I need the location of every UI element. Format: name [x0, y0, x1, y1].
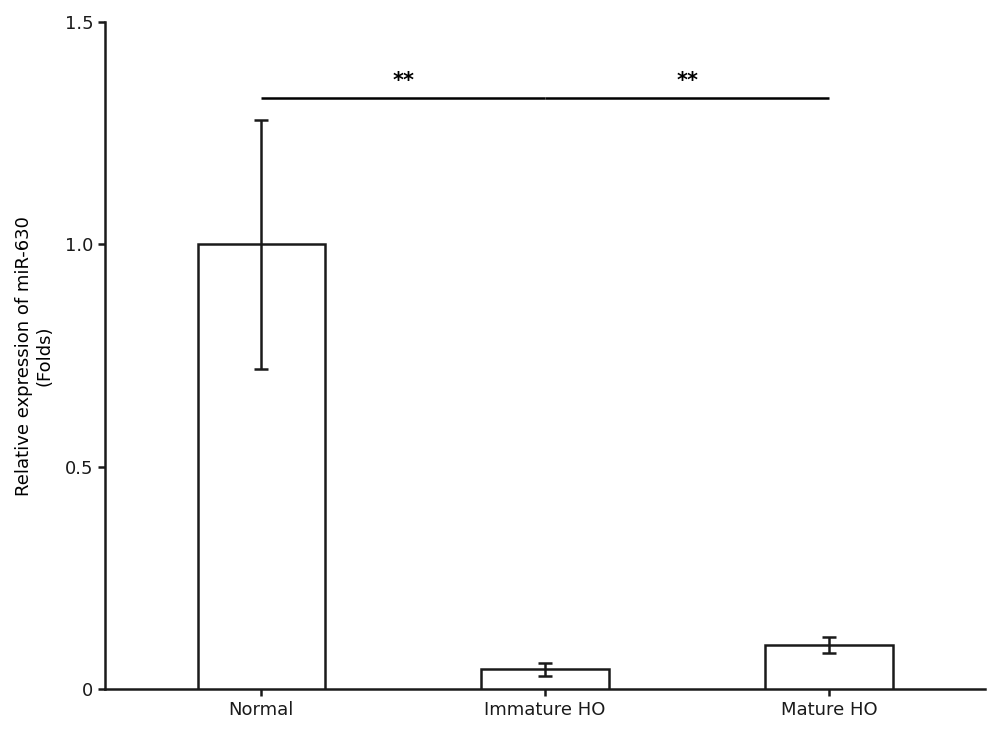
- Bar: [198, 244, 325, 689]
- Text: **: **: [676, 71, 698, 91]
- Text: **: **: [392, 71, 414, 91]
- Y-axis label: Relative expression of miR-630
(Folds): Relative expression of miR-630 (Folds): [15, 216, 54, 495]
- Bar: [481, 669, 609, 689]
- Bar: [765, 644, 893, 689]
